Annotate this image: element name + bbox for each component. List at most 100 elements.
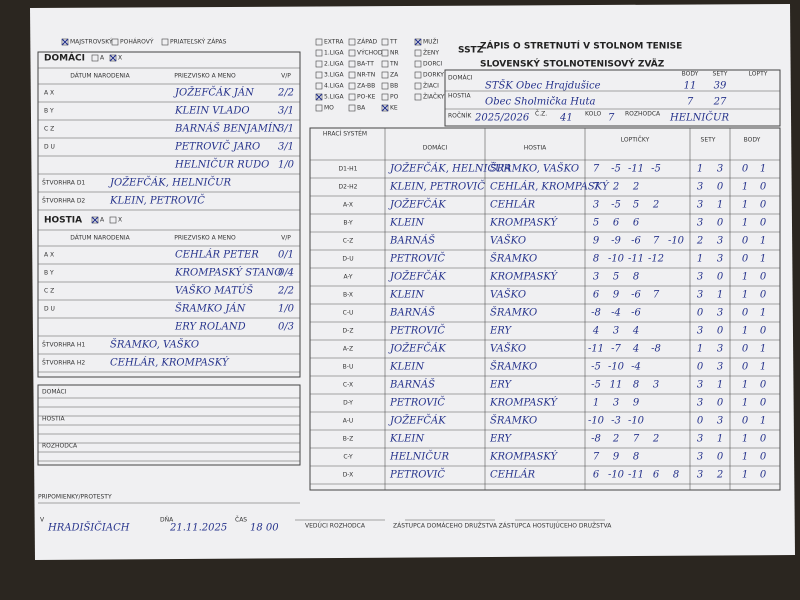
win-loss: 3/1 [278,124,294,135]
checkbox [414,93,422,101]
set-score: 6 [633,218,640,229]
sets-result: 1 [717,434,723,445]
checkbox-label: ŽIACI [423,82,439,90]
label: 2025/2026 [474,113,530,124]
guest-player: ŠRAMKO, VAŠKO [490,163,579,175]
checkbox [91,54,99,62]
label: B Y [44,108,54,115]
points-result: 1 [742,200,748,211]
checkbox [348,104,356,112]
team-title: HOSTIA [44,216,82,226]
label: 7 [687,97,694,108]
sets-result: 2 [716,470,723,481]
set-score: -7 [611,344,621,355]
sets-result: 3 [717,164,723,175]
checkbox [381,60,389,68]
player-name: HELNIČUR RUDO [174,159,269,171]
label: SETY [713,71,728,78]
checkbox [414,49,422,57]
sets-result: 1 [697,164,703,175]
protests-label: PRIPOMIENKY/PROTESTY [38,494,112,501]
doubles-names: CEHLÁR, KROMPASKÝ [110,357,230,369]
label: HOSTIA [524,145,547,152]
match-info-box [444,69,781,127]
points-result: 1 [742,434,748,445]
checkbox-label: 5.LIGA [324,94,344,101]
points-result: 0 [760,272,767,283]
win-loss: 0/1 [278,250,294,261]
checkbox [161,38,169,46]
guest-player: ŠRAMKO [490,361,537,373]
points-result: 0 [760,218,767,229]
checkbox-label: 4.LIGA [324,83,344,90]
set-score: 8 [633,452,639,463]
points-result: 0 [760,470,767,481]
set-score: -11 [628,164,644,175]
label: 11 [684,81,697,92]
home-player: JOŽEFČÁK, HELNIČUR [388,163,512,175]
points-result: 1 [742,182,748,193]
sets-result: 3 [717,344,723,355]
label: KOLO [585,111,601,118]
guest-player: KROMPASKÝ [489,271,559,283]
set-score: 2 [612,182,619,193]
sets-result: 1 [717,380,723,391]
sets-result: 3 [697,272,703,283]
set-score: -5 [611,200,621,211]
home-player: KLEIN [389,362,425,373]
checkbox-label: X [118,55,122,62]
set-score: 3 [593,272,599,283]
label: HELNIČUR [669,112,729,124]
checkbox [348,82,356,90]
label: HOSTIA [42,416,65,423]
pair: D-U [342,256,353,263]
checkbox-label: ZA-BB [357,83,375,90]
set-score: -4 [631,362,641,373]
points-result: 1 [760,254,766,265]
set-score: 9 [633,398,640,409]
checkbox [315,71,323,79]
checkbox [414,71,422,79]
set-score: 5 [633,200,639,211]
logo: SSTZ [458,46,484,56]
set-score: 2 [652,200,659,211]
checkbox [109,54,117,62]
organization: SLOVENSKÝ STOLNOTENISOVÝ ZVÄZ [480,58,665,70]
label: BODY [682,71,699,78]
pair: D-Y [343,400,353,407]
points-result: 1 [760,362,766,373]
doubles-names: ŠRAMKO, VAŠKO [110,339,199,351]
points-result: 1 [742,470,748,481]
set-score: 4 [632,326,639,337]
set-score: -10 [608,254,625,265]
sets-result: 1 [717,200,723,211]
home-player: HELNIČUR [389,451,449,463]
checkbox-label: TN [389,61,398,68]
checkbox [315,82,323,90]
label: 27 [713,97,727,108]
checkbox-label: ZA [390,72,399,79]
win-loss: 0/4 [278,268,294,279]
set-score: 2 [632,182,639,193]
check-mark [61,38,69,46]
points-result: 0 [742,344,749,355]
player-name: KLEIN VLADO [174,106,250,117]
signature-label: VEDÚCI ROZHODCA [305,523,366,530]
set-score: 6 [613,218,620,229]
pair: D2-H2 [339,184,358,191]
home-player: KLEIN [389,434,425,445]
guest-player: VAŠKO [490,235,526,247]
sets-result: 3 [697,200,703,211]
label: C Z [44,288,54,295]
points-result: 0 [742,236,749,247]
points-result: 0 [760,434,767,445]
set-score: 9 [613,290,620,301]
win-loss: 3/1 [278,142,294,153]
guest-player: CEHLÁR, KROMPASKÝ [490,181,610,193]
check-mark [109,54,117,62]
points-result: 0 [742,416,749,427]
set-score: -3 [611,416,621,427]
check-mark [315,93,323,101]
checkbox [315,93,323,101]
set-score: 2 [612,434,619,445]
